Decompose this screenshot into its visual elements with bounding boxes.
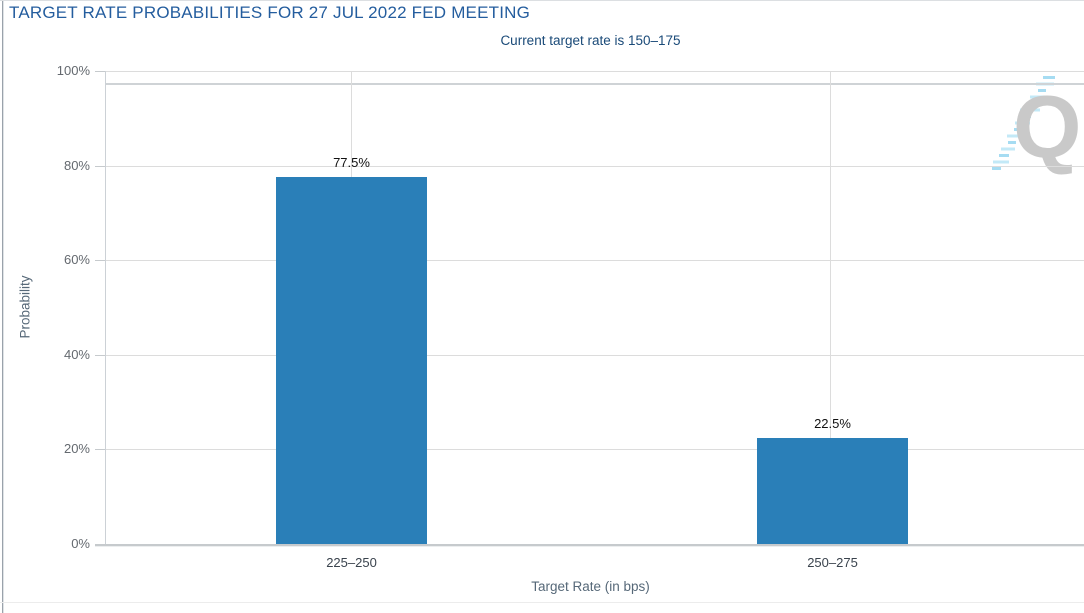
panel-left-border <box>2 0 3 613</box>
y-tick <box>95 355 105 356</box>
panel-top-border <box>0 0 1084 1</box>
y-tick-label: 100% <box>56 63 90 78</box>
y-tick <box>95 260 105 261</box>
x-category-label: 250–275 <box>807 555 858 570</box>
export-menu-button[interactable] <box>1057 13 1081 33</box>
x-category-label: 225–250 <box>326 555 377 570</box>
x-axis-line <box>95 544 1084 547</box>
x-axis-title: Target Rate (in bps) <box>531 579 650 594</box>
y-tick <box>95 166 105 167</box>
y-tick-label: 40% <box>63 347 90 362</box>
bar-data-label: 22.5% <box>814 415 851 431</box>
y-axis-title: Probability <box>17 275 33 339</box>
gridline-category-2 <box>830 71 831 544</box>
y-tick-label: 60% <box>63 252 90 267</box>
y-tick-label: 0% <box>71 536 90 551</box>
gridline-60pct <box>105 260 1084 261</box>
gridline-80pct <box>105 166 1084 167</box>
bar-225-250[interactable] <box>276 177 427 544</box>
panel-bottom-border <box>0 602 1084 603</box>
chart-title: TARGET RATE PROBABILITIES FOR 27 JUL 202… <box>9 3 531 22</box>
bar-data-label: 77.5% <box>333 155 370 171</box>
y-tick-label: 20% <box>63 441 90 456</box>
y-tick <box>95 449 105 450</box>
y-tick-label: 80% <box>63 158 90 173</box>
bar-250-275[interactable] <box>757 437 908 544</box>
gridline-40pct <box>105 355 1084 356</box>
quikstrike-q-logo: Q <box>1013 77 1082 176</box>
panel-left-border-inner <box>3 0 4 613</box>
gridline-20pct <box>105 449 1084 450</box>
gridline-100pct <box>105 71 1084 72</box>
y-tick <box>95 71 105 72</box>
gridline-secondary-top <box>105 83 1084 85</box>
y-axis-line <box>105 71 106 544</box>
chart-subtitle: Current target rate is 150–175 <box>500 33 681 48</box>
